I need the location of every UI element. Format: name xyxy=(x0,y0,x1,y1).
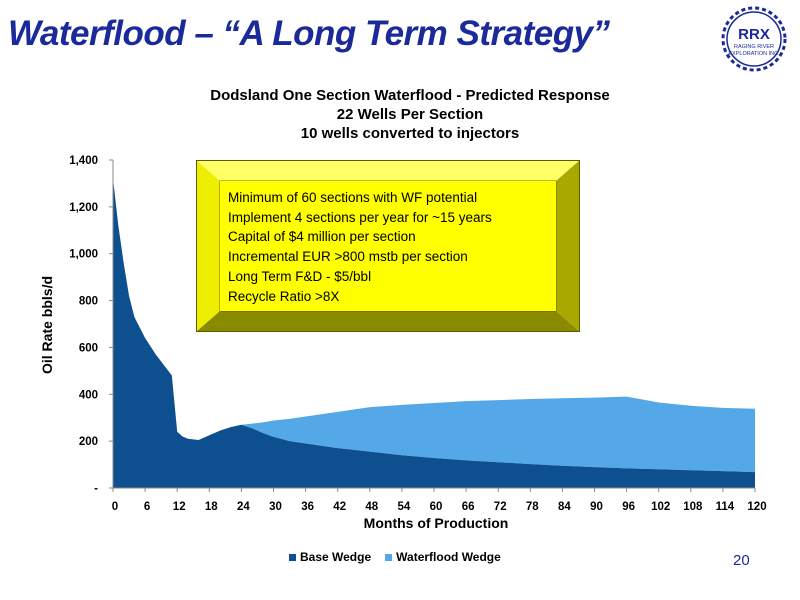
callout-line: Recycle Ratio >8X xyxy=(228,288,340,304)
callout-box: Minimum of 60 sections with WF potential… xyxy=(220,181,556,311)
callout-bevel-frame xyxy=(196,160,580,332)
x-tick-label: 108 xyxy=(683,501,703,513)
x-tick-label: 6 xyxy=(144,501,150,513)
y-tick-label: - xyxy=(94,483,98,495)
y-axis-label: Oil Rate bbls/d xyxy=(39,276,55,374)
y-tick-label: 1,200 xyxy=(69,202,98,214)
x-tick-label: 48 xyxy=(365,501,378,513)
legend-label: Waterflood Wedge xyxy=(396,550,501,564)
chart-axes: - 200 400 600 800 1,000 1,200 1,400 0 6 12 18 24 30 36… xyxy=(69,155,766,513)
x-tick-label: 60 xyxy=(430,501,443,513)
page-number: 20 xyxy=(733,552,750,569)
chart-title: Dodsland One Section Waterflood - Predic… xyxy=(80,86,740,143)
chart-areas xyxy=(113,178,755,488)
callout-line: Incremental EUR >800 mstb per section xyxy=(228,249,468,265)
area-base-wedge xyxy=(113,178,755,488)
x-tick-label: 30 xyxy=(269,501,282,513)
x-tick-label: 66 xyxy=(462,501,475,513)
logo-subtext-2: EXPLORATION INC. xyxy=(728,51,780,57)
legend-label: Base Wedge xyxy=(300,550,372,564)
y-tick-label: 400 xyxy=(79,389,98,401)
area-waterflood-wedge xyxy=(113,178,755,473)
x-tick-label: 36 xyxy=(301,501,314,513)
legend-swatch-waterflood xyxy=(385,553,393,561)
legend-swatch-base xyxy=(289,553,296,561)
y-tick-label: 200 xyxy=(79,436,98,448)
callout-line: Minimum of 60 sections with WF potential xyxy=(228,190,478,205)
legend-item-waterflood-wedge: Waterflood Wedge xyxy=(385,550,501,564)
x-axis-label: Months of Production xyxy=(364,515,509,531)
y-tick-label: 1,000 xyxy=(69,249,98,261)
x-tick-label: 18 xyxy=(205,501,218,513)
callout-line: Implement 4 sections per year for ~15 ye… xyxy=(228,209,492,225)
x-tick-label: 24 xyxy=(237,501,250,513)
x-tick-label: 72 xyxy=(494,501,507,513)
x-tick-label: 78 xyxy=(526,501,539,513)
logo-text: RRX xyxy=(738,26,770,43)
chart-title-line: 22 Wells Per Section xyxy=(336,106,484,123)
x-tick-label: 90 xyxy=(590,501,603,513)
x-tick-label: 54 xyxy=(398,501,411,513)
y-tick-label: 800 xyxy=(79,296,98,308)
logo-subtext-1: RAGING RIVER xyxy=(734,44,774,50)
logo-gear-icon xyxy=(721,6,787,72)
x-tick-label: 42 xyxy=(333,501,346,513)
chart-legend: Base Wedge Waterflood Wedge xyxy=(289,550,515,564)
x-tick-label: 114 xyxy=(716,501,735,513)
x-tick-label: 84 xyxy=(558,501,571,513)
x-tick-label: 96 xyxy=(622,501,635,513)
x-tick-label: 102 xyxy=(651,501,670,513)
chart-title-line: Dodsland One Section Waterflood - Predic… xyxy=(210,87,610,104)
callout-line: Capital of $4 million per section xyxy=(228,229,416,245)
y-tick-label: 1,400 xyxy=(69,155,98,167)
x-tick-label: 0 xyxy=(112,501,118,513)
x-tick-label: 12 xyxy=(173,501,186,513)
slide-title: Waterflood – “A Long Term Strategy” xyxy=(8,14,610,53)
callout-line: Long Term F&D - $5/bbl xyxy=(228,268,372,284)
chart-title-line: 10 wells converted to injectors xyxy=(300,125,520,142)
y-tick-label: 600 xyxy=(79,342,98,354)
legend-item-base-wedge: Base Wedge xyxy=(289,550,371,564)
x-tick-label: 120 xyxy=(747,501,766,513)
company-logo: RRX RAGING RIVER EXPLORATION INC. xyxy=(721,6,787,72)
